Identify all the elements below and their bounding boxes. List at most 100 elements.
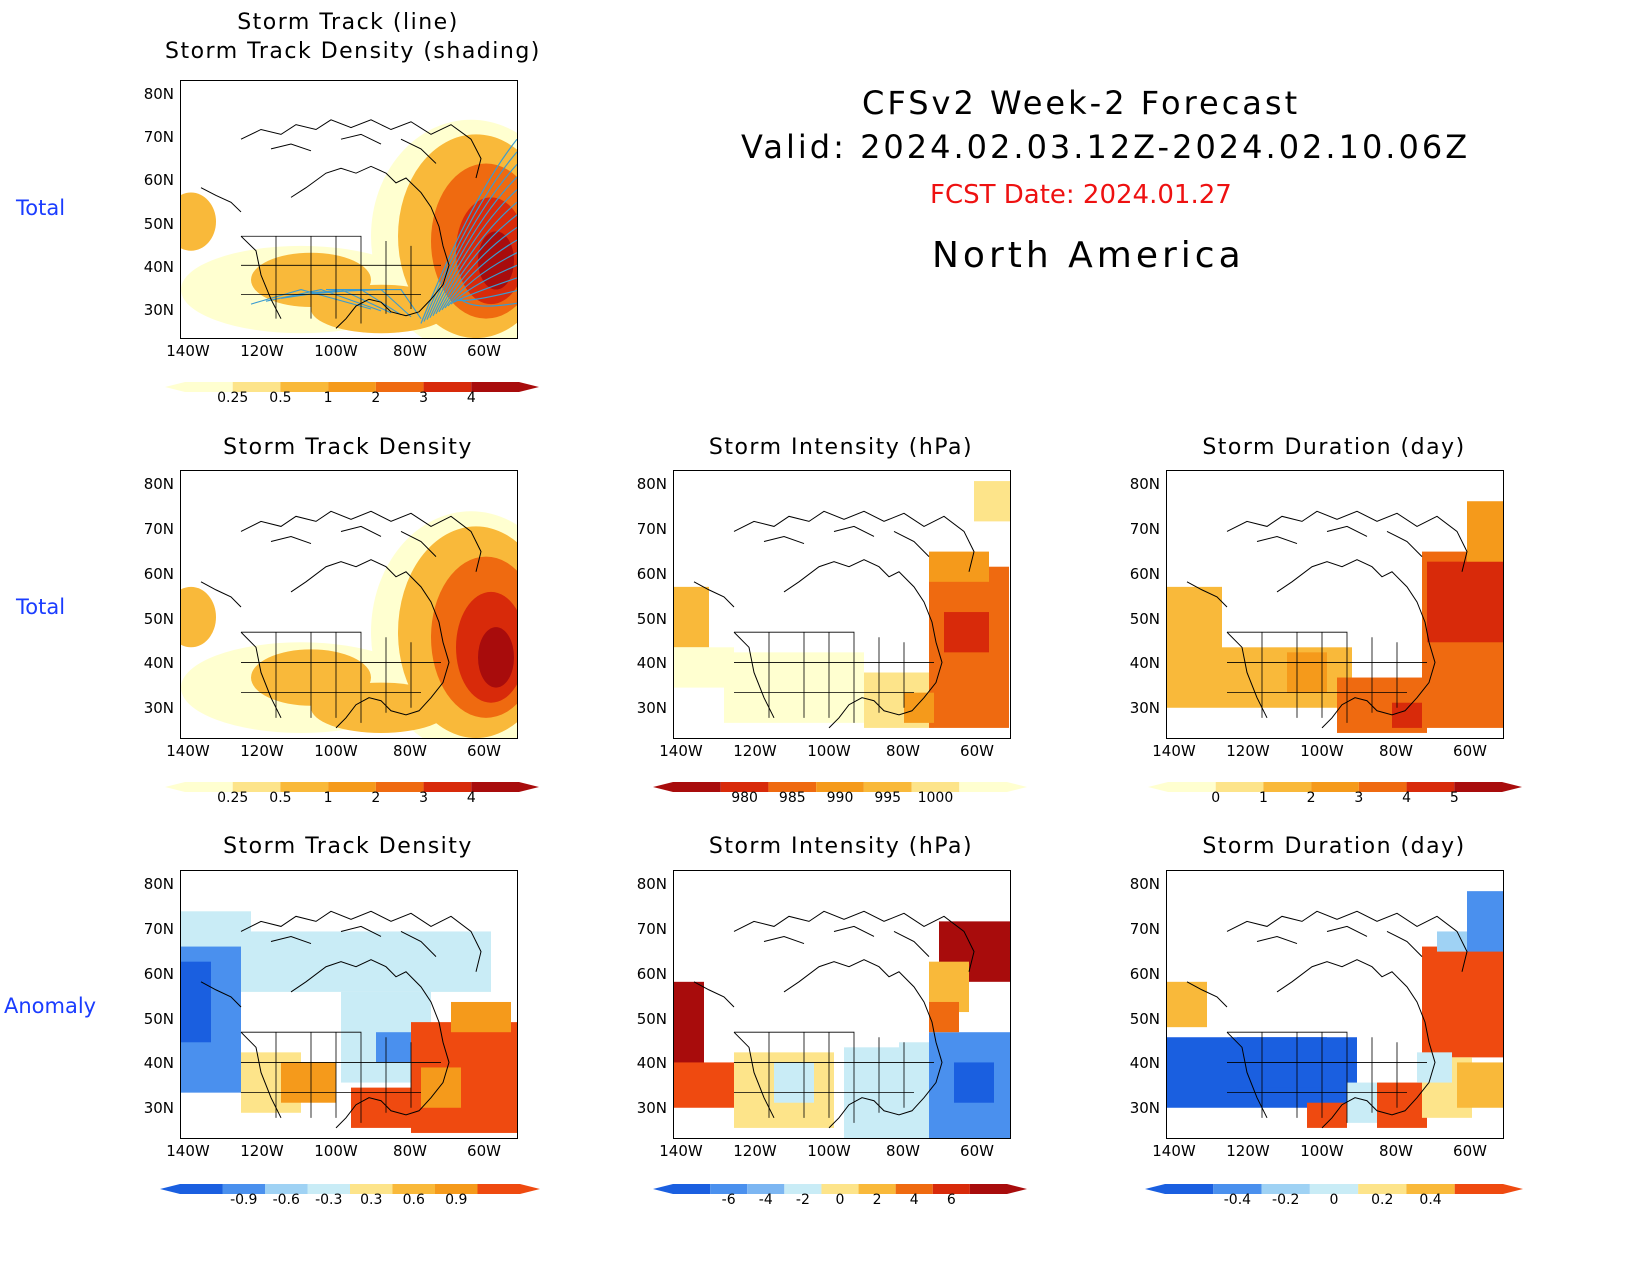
region-title: North America (932, 235, 1245, 276)
colorbar-tick-label: -2 (795, 1192, 810, 1208)
colorbar-segment (423, 382, 472, 392)
lat-label: 30N (1129, 699, 1160, 718)
colorbar-segment (280, 382, 329, 392)
map-storm-duration-total (1166, 470, 1504, 739)
forecast-date: FCST Date: 2024.01.27 (930, 180, 1232, 210)
map-canvas (1167, 501, 1503, 733)
lat-label: 80N (1129, 875, 1160, 893)
colorbar-segment (816, 782, 864, 792)
colorbar-segment (1406, 1184, 1455, 1194)
map-canvas (181, 510, 517, 738)
colorbar-segment (471, 382, 519, 392)
colorbar-tick-label: -0.2 (1272, 1192, 1300, 1208)
colorbar-segment (1263, 782, 1312, 792)
colorbar-segment (1358, 782, 1407, 792)
colorbar-segment (185, 382, 233, 392)
map-storm-duration-anomaly (1166, 870, 1504, 1139)
colorbar-tick-label: 995 (874, 790, 902, 806)
lat-label: 40N (143, 1054, 174, 1073)
colorbar-segment (435, 1184, 478, 1194)
colorbar-segment (911, 782, 960, 792)
lat-label: 70N (143, 519, 174, 538)
colorbar-tick-label: 0.6 (402, 1192, 425, 1208)
colorbar-segment (328, 782, 376, 792)
lat-label: 60N (143, 564, 174, 583)
colorbar-tick-label: 0.4 (1419, 1192, 1442, 1208)
lat-label: 80N (143, 475, 174, 493)
colorbar-tick-label: 2 (371, 790, 381, 806)
colorbar-tick-label: 1000 (917, 790, 954, 806)
map-storm-track-density-anomaly (180, 870, 518, 1139)
colorbar-tick-label: 3 (419, 390, 429, 406)
map-storm-intensity-anomaly (673, 870, 1011, 1139)
colorbar-strip (653, 782, 1027, 792)
lon-label: 100W (807, 1142, 851, 1160)
lon-label: 120W (733, 742, 777, 760)
lon-label: 140W (1152, 742, 1196, 760)
lat-label: 40N (636, 654, 667, 673)
lon-label: 80W (393, 342, 427, 360)
colorbar-tick-label: 0.5 (269, 390, 292, 406)
colorbar-tick-label: 2 (872, 1192, 882, 1208)
lat-label: 70N (143, 919, 174, 938)
colorbar-segment (784, 1184, 822, 1194)
colorbar-tick-label: -6 (721, 1192, 736, 1208)
colorbar-tick-label: -0.4 (1223, 1192, 1252, 1208)
colorbar-tick-label: -0.9 (230, 1192, 258, 1208)
colorbar-segment (1406, 782, 1455, 792)
panel3-title: Storm Intensity (hPa) (708, 435, 974, 460)
lat-label: 80N (636, 875, 667, 893)
lon-label: 80W (393, 742, 427, 760)
colorbar-segment (471, 782, 519, 792)
colorbar-segment (720, 782, 769, 792)
colorbar-segment (392, 1184, 435, 1194)
colorbar-segment (232, 382, 281, 392)
colorbar-segment (423, 782, 472, 792)
valid-period: Valid: 2024.02.03.12Z-2024.02.10.06Z (741, 128, 1471, 166)
colorbar-tick-label: 3 (1354, 790, 1364, 806)
colorbar-segment (1165, 1184, 1214, 1194)
lon-label: 140W (1152, 1142, 1196, 1160)
colorbar-segment (863, 782, 912, 792)
panel5-title: Storm Track Density (223, 834, 473, 859)
colorbar-tick-label: 990 (826, 790, 854, 806)
row-label-total-2: Total (16, 595, 66, 619)
colorbar-segment (1311, 782, 1359, 792)
lat-label: 30N (143, 1099, 174, 1118)
colorbar-segment (232, 782, 281, 792)
lon-label: 120W (240, 742, 284, 760)
colorbar-density-1: 0.25 0.5 1 2 3 4 (165, 378, 539, 408)
lat-label: 50N (636, 609, 667, 628)
colorbar-strip (1145, 1184, 1523, 1194)
colorbar-tick-label: 4 (466, 790, 476, 806)
lat-label: 60N (1129, 564, 1160, 583)
colorbar-tick-label: 980 (731, 790, 758, 806)
colorbar-strip (165, 382, 539, 392)
colorbar-segment (1454, 782, 1502, 792)
lat-label: 70N (1129, 919, 1160, 938)
colorbar-segment (768, 782, 817, 792)
colorbar-segment (1261, 1184, 1310, 1194)
colorbar-segment (375, 382, 424, 392)
colorbar-tick-label: 4 (1402, 790, 1412, 806)
colorbar-segment (280, 782, 329, 792)
lon-label: 60W (960, 1142, 994, 1160)
lat-label: 60N (1129, 964, 1160, 983)
lon-label: 100W (314, 742, 358, 760)
colorbar-segment (477, 1184, 520, 1194)
panel7-title: Storm Duration (day) (1202, 834, 1466, 859)
lat-label: 40N (1129, 1054, 1160, 1073)
lat-label: 70N (636, 519, 667, 538)
lon-label: 60W (467, 742, 501, 760)
colorbar-segment (673, 1184, 711, 1194)
colorbar-segment (1454, 1184, 1503, 1194)
colorbar-strip (1148, 782, 1522, 792)
lat-label: 60N (143, 964, 174, 983)
colorbar-tick-label: 3 (419, 790, 429, 806)
lon-label: 140W (659, 742, 703, 760)
colorbar-segment (673, 782, 721, 792)
panel6-title: Storm Intensity (hPa) (708, 834, 974, 859)
lat-label: 80N (1129, 475, 1160, 493)
colorbar-segment (328, 382, 376, 392)
panel2-title: Storm Track Density (223, 435, 473, 460)
